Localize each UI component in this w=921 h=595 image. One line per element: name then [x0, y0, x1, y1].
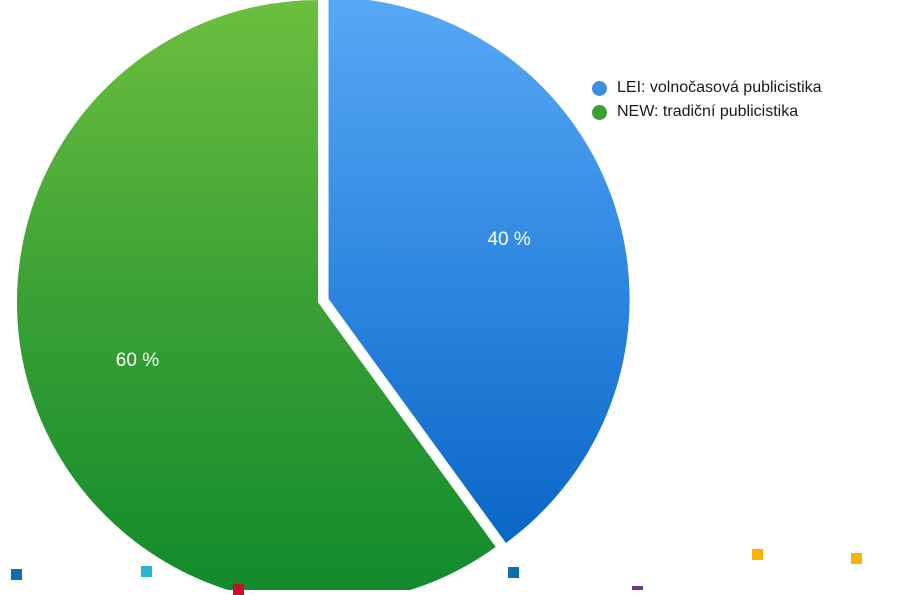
decorative-marker-1 [11, 569, 22, 580]
legend-label-new: NEW: tradiční publicistika [617, 103, 799, 120]
decorative-marker-5 [632, 586, 643, 590]
pie-slice-1 [326, 0, 632, 546]
legend-swatch-new [592, 104, 607, 120]
legend-swatch-lei [592, 80, 607, 96]
slice-value-label-2: 60 % [116, 350, 159, 371]
legend-item-lei: LEI: volnočasová publicistika [592, 76, 822, 100]
decorative-marker-7 [851, 553, 862, 564]
legend-label-lei: LEI: volnočasová publicistika [617, 79, 822, 96]
pie-slice-2 [15, 0, 499, 590]
legend-item-new: NEW: tradiční publicistika [592, 100, 822, 124]
decorative-marker-2 [141, 566, 152, 577]
slice-value-label-1: 40 % [487, 229, 530, 250]
chart-legend: LEI: volnočasová publicistika NEW: tradi… [592, 76, 822, 124]
decorative-marker-6 [752, 549, 763, 560]
decorative-marker-4 [508, 567, 519, 578]
